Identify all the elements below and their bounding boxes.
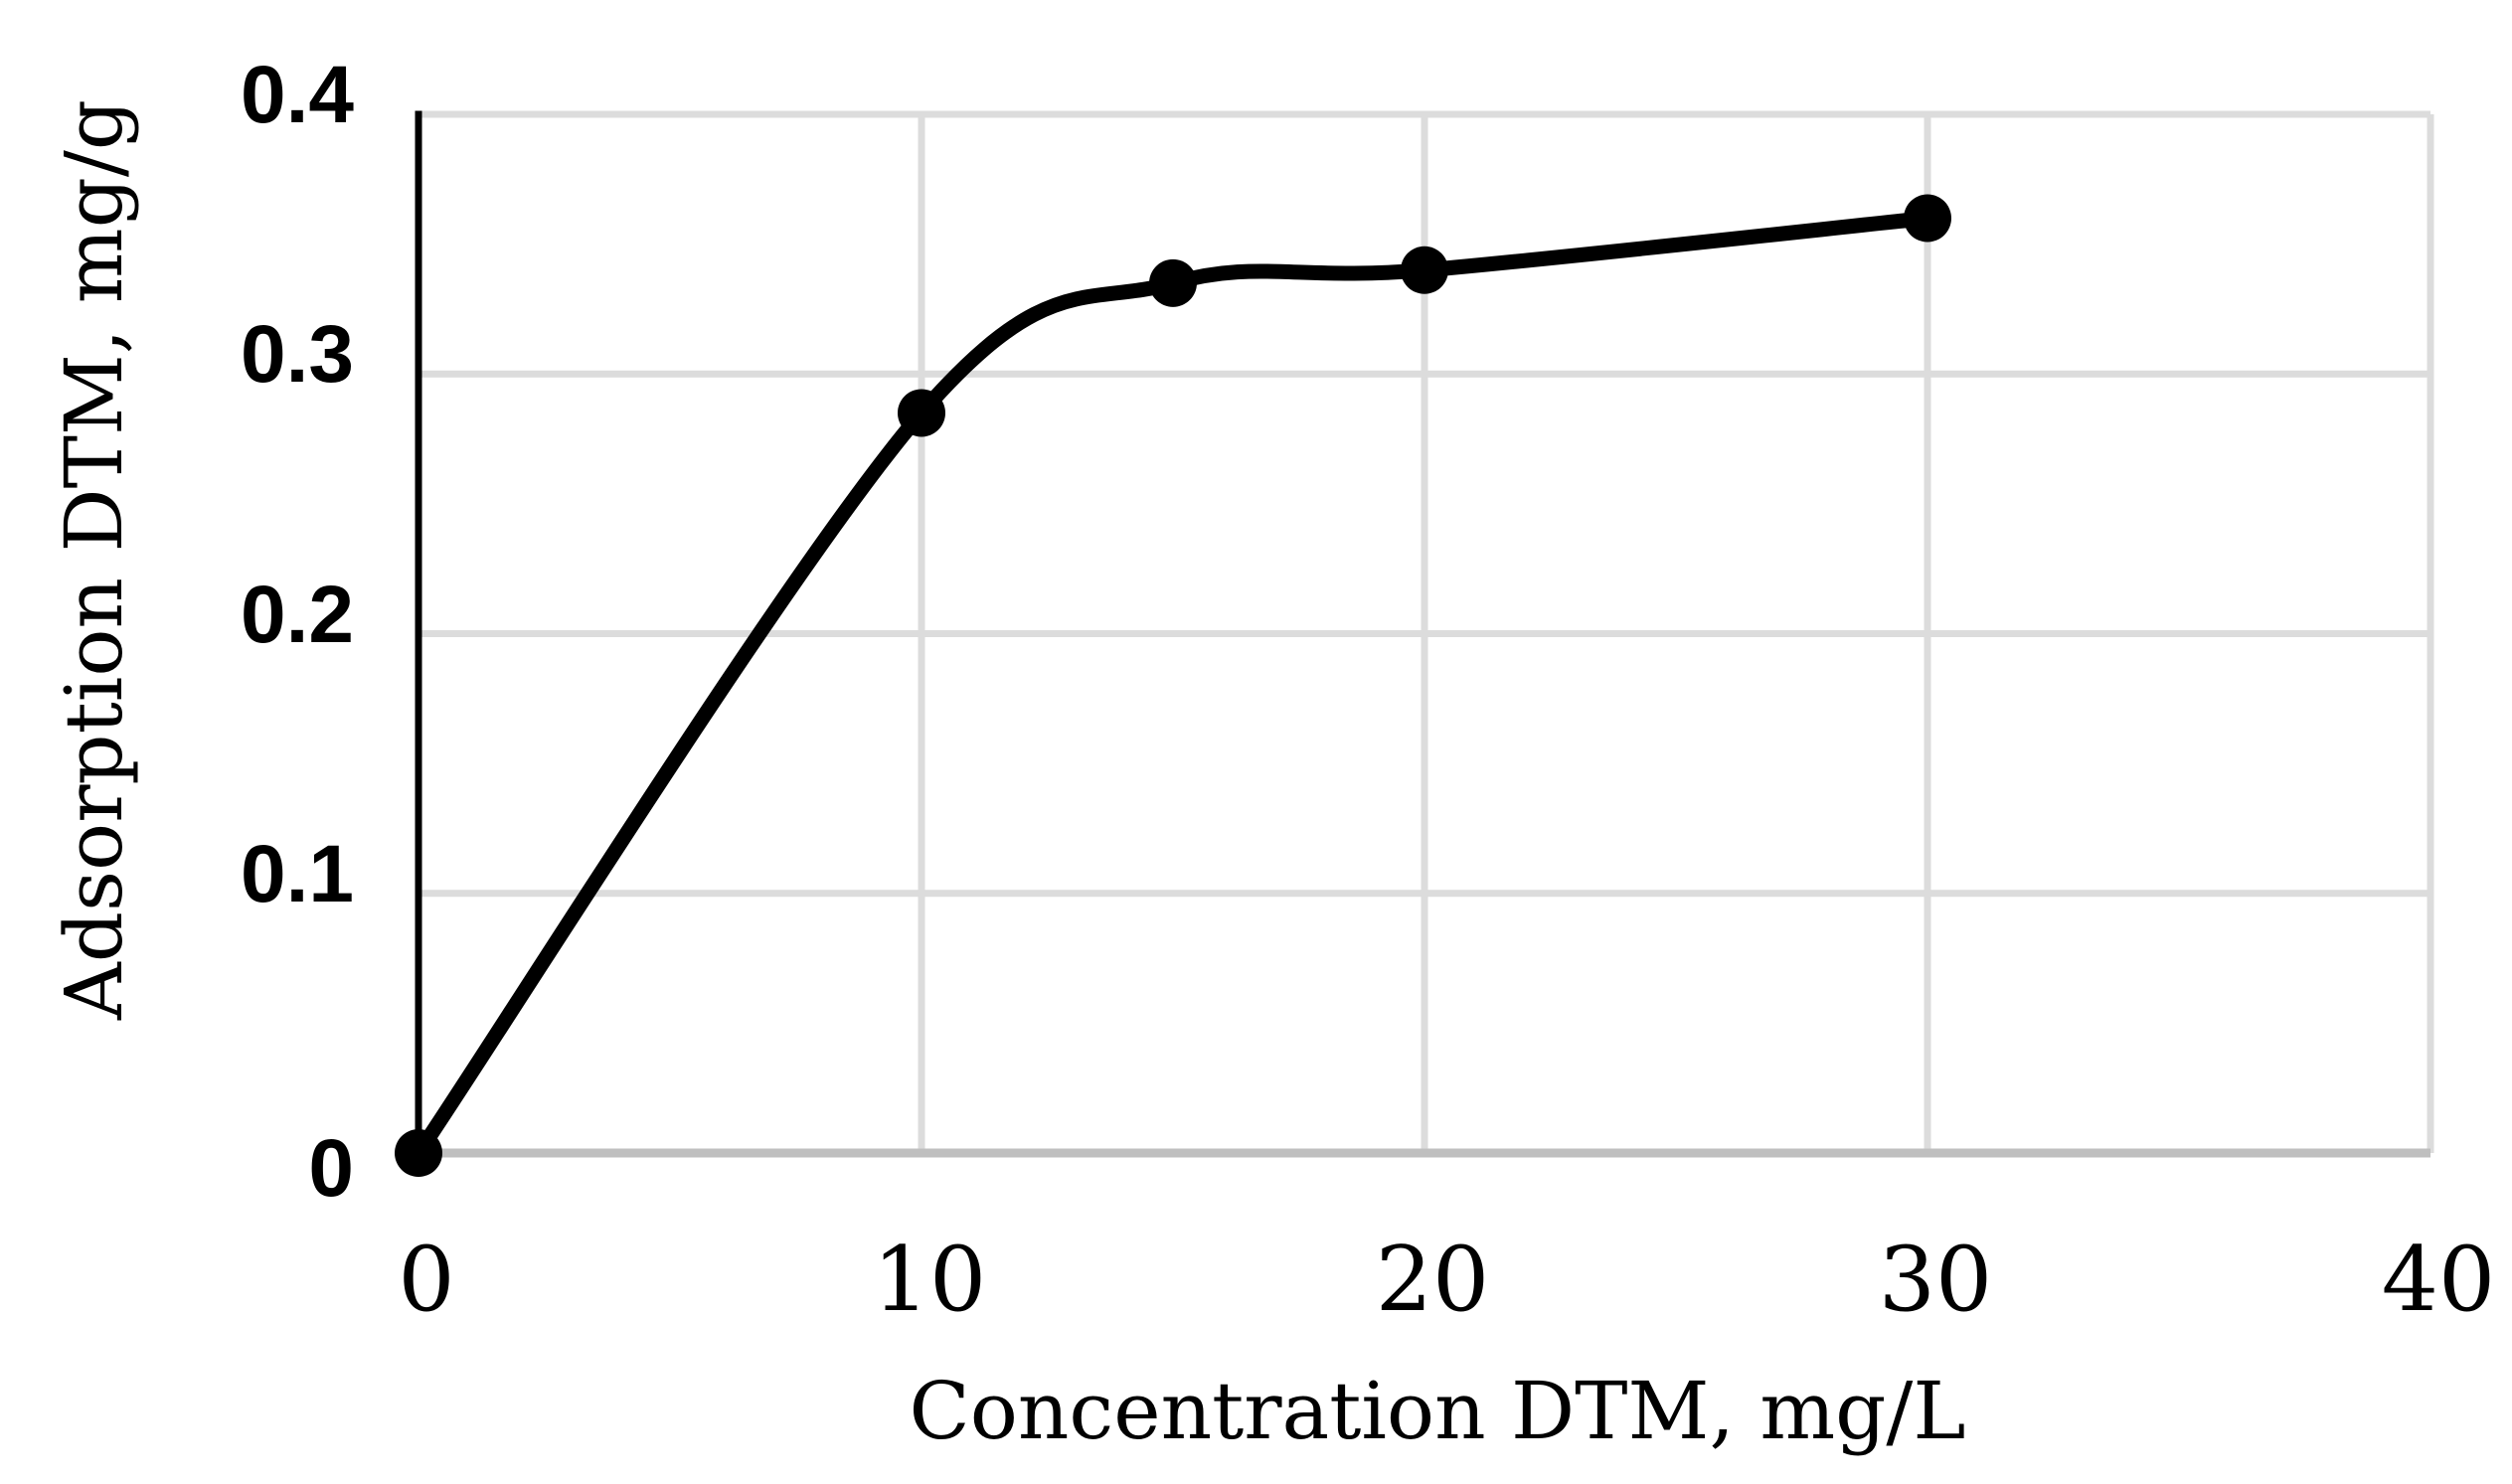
y-tick-label-0.2: 0.2 (241, 569, 354, 660)
x-tick-label-40: 40 (2381, 1228, 2496, 1332)
y-tick-label-0.4: 0.4 (241, 50, 354, 140)
y-tick-label-0.3: 0.3 (241, 309, 354, 401)
y-axis-title: Adsorption DTM, mg/g (48, 98, 140, 1021)
x-tick-label-20: 20 (1375, 1228, 1490, 1332)
series-curve (411, 211, 1935, 1161)
x-tick-label-30: 30 (1878, 1228, 1993, 1332)
x-axis-title: Concentration DTM, mg/L (909, 1365, 1966, 1457)
y-tick-label-0.1: 0.1 (241, 828, 354, 919)
x-tick-label-10: 10 (872, 1228, 987, 1332)
data-point-marker-x30 (1904, 194, 1951, 243)
x-tick-label-0: 0 (398, 1228, 455, 1332)
data-point-marker-x0 (395, 1129, 442, 1177)
data-point-marker-x10 (898, 389, 945, 437)
data-point-marker-x20 (1401, 246, 1448, 294)
y-tick-label-0: 0 (308, 1123, 354, 1214)
data-point-marker-x15 (1149, 258, 1197, 307)
